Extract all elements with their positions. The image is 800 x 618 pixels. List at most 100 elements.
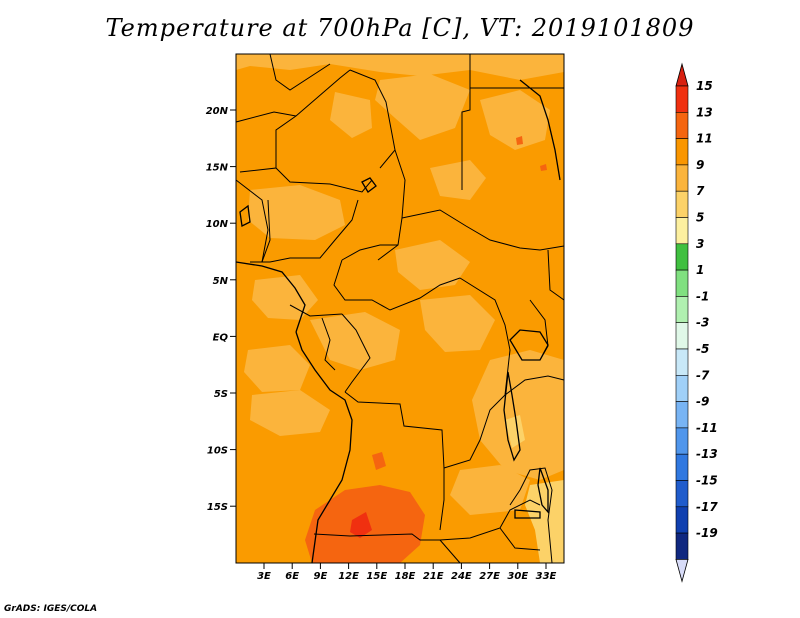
- colorbar-segment: [675, 217, 689, 245]
- lake-kariba: [514, 509, 541, 519]
- lat-tick-label: 15S: [207, 502, 228, 513]
- colorbar-segment: [675, 164, 689, 192]
- lat-tick-label: EQ: [213, 332, 229, 343]
- patch-east: [472, 350, 564, 480]
- colorbar-label: -9: [696, 395, 709, 409]
- lake-chad: [361, 177, 377, 193]
- colorbar-segment: [675, 269, 689, 297]
- warm-sudan-spot: [540, 164, 547, 171]
- border-drc-angola: [344, 391, 445, 469]
- colorbar-label: 5: [696, 211, 704, 225]
- colorbar-label: 1: [696, 263, 704, 277]
- colorbar-label: -3: [696, 316, 709, 330]
- border-angola-zambia: [439, 468, 445, 531]
- colorbar-label: -11: [696, 421, 718, 435]
- coast-red-sea: [519, 79, 561, 181]
- patch-nigeria: [248, 185, 345, 240]
- coastlines: [235, 79, 561, 564]
- lake-tanganyika: [503, 371, 521, 462]
- colorbar-segment: [675, 532, 689, 560]
- border-niger-chad: [239, 69, 351, 173]
- colorbar-label: -1: [696, 289, 709, 303]
- border-kenya: [547, 249, 565, 301]
- border-cameroon-nigeria: [250, 199, 359, 263]
- lon-tick-label: 9E: [314, 571, 328, 582]
- patch-sudan: [430, 160, 486, 200]
- border-sudan-ssudan: [401, 209, 565, 251]
- pale-lake-region: [505, 415, 525, 448]
- colorbar-segment: [675, 401, 689, 429]
- lon-tick-label: 33E: [536, 571, 557, 582]
- coast-west-central: [295, 331, 353, 564]
- colorbar-segment: [675, 243, 689, 271]
- patch-chad: [330, 92, 372, 138]
- lake-malawi: [537, 467, 549, 514]
- lon-axis: 3E 6E 9E 12E 15E 18E 21E 24E 27E 30E 33E: [257, 563, 557, 582]
- colorbar-segment: [675, 112, 689, 139]
- border-zimbabwe: [499, 527, 541, 551]
- colorbar-segment: [675, 322, 689, 350]
- country-borders: [235, 53, 565, 564]
- border-tanzania: [504, 375, 565, 396]
- colorbar-label: -17: [696, 500, 718, 514]
- grads-credit: GrADS: IGES/COLA: [4, 604, 98, 614]
- lon-tick-label: 18E: [395, 571, 416, 582]
- lat-tick-label: 5N: [213, 276, 229, 287]
- lon-tick-label: 3E: [257, 571, 271, 582]
- lat-tick-label: 10S: [207, 446, 228, 457]
- border-gabon-congo: [321, 317, 336, 371]
- hot-namibia-core: [350, 512, 372, 538]
- colorbar-label: -7: [696, 368, 710, 382]
- colorbar-bottom-arrow: [675, 559, 689, 583]
- lon-tick-label: 12E: [338, 571, 359, 582]
- colorbar-segment: [675, 348, 689, 376]
- patch-egypt: [480, 90, 550, 150]
- patch-ctr-africa: [395, 240, 470, 290]
- border-car-chad: [341, 244, 398, 261]
- colorbar-label: -15: [696, 474, 718, 488]
- lon-tick-label: 15E: [366, 571, 387, 582]
- colorbar-segment: [675, 296, 689, 323]
- patch-gabon-coast: [244, 345, 310, 392]
- lat-tick-label: 5S: [214, 389, 228, 400]
- lon-tick-label: 24E: [451, 571, 472, 582]
- patch-north-sahara: [236, 54, 564, 80]
- border-cameroon-congo: [289, 304, 343, 317]
- border-benin-togo: [261, 199, 271, 263]
- colorbar-label: 15: [696, 79, 713, 93]
- colorbar: 15 13 11 9 7 5 3 1 -1 -3 -5 -7 -9 -11 -13 -15 -17 -19: [675, 62, 718, 583]
- lat-tick-label: 10N: [206, 219, 229, 230]
- colorbar-label: 11: [696, 132, 713, 146]
- lon-tick-label: 27E: [479, 571, 500, 582]
- colorbar-segment: [675, 190, 689, 218]
- colorbar-label: -5: [696, 342, 709, 356]
- lon-tick-label: 30E: [507, 571, 528, 582]
- border-libya-chad: [349, 69, 396, 169]
- warm-egypt-spot: [516, 136, 523, 145]
- map-frame: [235, 53, 565, 564]
- light-patches: [236, 54, 564, 515]
- lat-axis: 20N 15N 10N 5N EQ 5S 10S 15S: [206, 106, 236, 513]
- patch-tanzania-south: [450, 465, 530, 515]
- colorbar-segment: [675, 374, 689, 402]
- colorbar-label: 9: [696, 158, 704, 172]
- colorbar-segment: [675, 453, 689, 481]
- lake-volta: [239, 204, 251, 227]
- patch-angola-coast: [250, 390, 330, 436]
- border-zambia-south: [439, 499, 541, 541]
- colorbar-top-arrow: [675, 62, 689, 87]
- chart-title: Temperature at 700hPa [C], VT: 201910180…: [105, 14, 695, 42]
- border-libya-egypt: [461, 54, 471, 190]
- colorbar-label: 7: [696, 184, 705, 198]
- colorbar-segment: [675, 85, 689, 113]
- pale-patches: [505, 415, 564, 563]
- lake-victoria: [509, 329, 549, 361]
- lon-tick-label: 6E: [285, 571, 299, 582]
- colorbar-segment: [675, 138, 689, 166]
- lon-tick-label: 21E: [423, 571, 444, 582]
- border-botswana: [439, 539, 461, 564]
- border-algeria-niger: [235, 111, 297, 123]
- hot-patches: [350, 512, 372, 538]
- colorbar-label: -13: [696, 447, 718, 461]
